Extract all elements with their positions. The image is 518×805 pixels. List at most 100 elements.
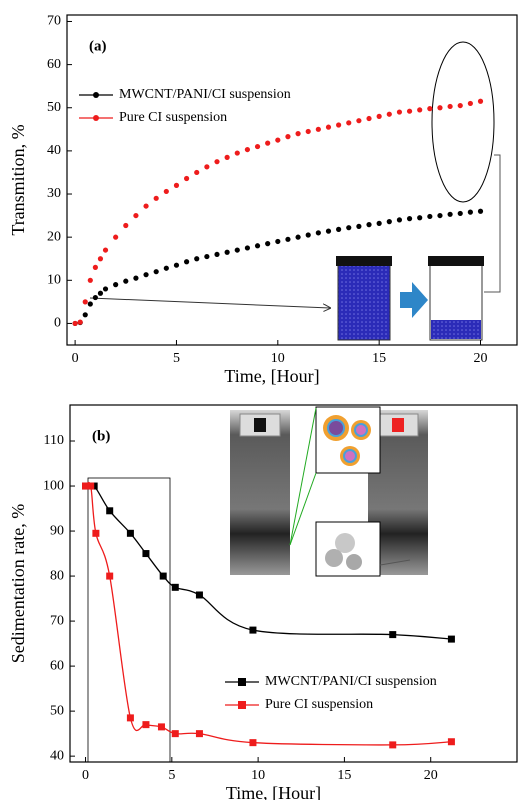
y-tick-label: 0 [54, 316, 61, 331]
point [224, 249, 230, 255]
point [356, 118, 362, 124]
legend-marker [93, 115, 99, 121]
chart: 0 5 10 15 20 40 50 60 70 80 90 100 110 Time, [Hour] Se… [8, 404, 518, 803]
point [295, 234, 301, 240]
point [406, 216, 413, 222]
y-tick-label: 10 [47, 273, 61, 288]
point [396, 109, 403, 115]
point [159, 572, 167, 580]
point [97, 256, 104, 262]
point [346, 225, 352, 231]
legend-label: Pure CI suspension [119, 110, 227, 125]
x-tick-label: 10 [251, 768, 265, 783]
point [123, 278, 129, 284]
point [386, 219, 392, 225]
point [153, 195, 159, 201]
point [195, 730, 203, 738]
point [244, 146, 251, 153]
point [406, 108, 413, 114]
plot-frame [66, 14, 518, 346]
y-tick-label: 80 [50, 568, 64, 583]
point [72, 320, 78, 327]
y-tick-label: 110 [44, 433, 64, 448]
point [386, 111, 392, 117]
point [194, 169, 200, 176]
point [87, 482, 95, 490]
point [346, 120, 352, 126]
point [427, 213, 433, 220]
point [447, 211, 453, 217]
point [143, 203, 149, 209]
point [133, 275, 139, 281]
point [417, 215, 423, 221]
point [106, 572, 114, 580]
panel-label: (b) [92, 428, 110, 444]
y-tick-label: 70 [47, 14, 61, 29]
point [285, 134, 291, 140]
chart: 0 5 10 15 20 0 10 20 30 40 50 60 70 Time, [Hour] Trans… [8, 14, 518, 386]
point [389, 631, 397, 639]
point [234, 150, 240, 156]
y-axis-label: Sedimentation rate, % [8, 504, 28, 663]
point [427, 106, 433, 112]
point [356, 223, 362, 229]
x-tick-label: 5 [173, 351, 180, 366]
point [336, 226, 342, 232]
point [234, 247, 240, 253]
point [254, 143, 261, 150]
y-tick-label: 40 [50, 748, 64, 763]
point [467, 100, 473, 107]
point [133, 212, 139, 219]
point [389, 741, 397, 749]
point [315, 230, 321, 236]
point [87, 277, 93, 283]
point [447, 103, 453, 110]
point [305, 128, 311, 135]
point [142, 721, 150, 729]
point [204, 253, 210, 260]
point [102, 286, 109, 292]
point [336, 122, 342, 128]
point [106, 507, 114, 515]
point [194, 256, 200, 262]
y-tick-label: 60 [50, 658, 64, 673]
point [82, 482, 90, 490]
y-axis-label: Transmition, % [8, 124, 28, 235]
point [92, 294, 98, 301]
x-tick-label: 0 [82, 768, 89, 783]
point [249, 739, 257, 747]
x-tick-label: 20 [474, 351, 488, 366]
inset-b [87, 406, 428, 763]
y-tick-label: 30 [47, 186, 61, 201]
point [396, 217, 403, 223]
point [457, 210, 463, 217]
point [92, 529, 100, 537]
x-tick-label: 0 [72, 351, 79, 366]
x-tick-label: 10 [271, 351, 285, 366]
y-tick-label: 40 [47, 143, 61, 158]
point [447, 635, 455, 643]
x-tick-label: 15 [372, 351, 386, 366]
y-tick-label: 50 [50, 703, 64, 718]
legend-marker [238, 678, 246, 686]
point [171, 730, 179, 738]
point [285, 236, 291, 242]
point [224, 154, 230, 160]
point [254, 243, 261, 249]
point [82, 312, 88, 318]
point [477, 208, 484, 214]
y-tick-label: 90 [50, 523, 64, 538]
point [126, 714, 134, 722]
point [437, 105, 443, 111]
point [173, 262, 180, 268]
point [325, 228, 332, 234]
legend-label: MWCNT/PANI/CI suspension [119, 87, 291, 102]
point [376, 113, 382, 119]
point [244, 245, 251, 251]
point [265, 241, 271, 247]
y-tick-label: 70 [50, 613, 64, 628]
point [214, 251, 220, 258]
point [113, 234, 119, 240]
point [477, 98, 484, 104]
